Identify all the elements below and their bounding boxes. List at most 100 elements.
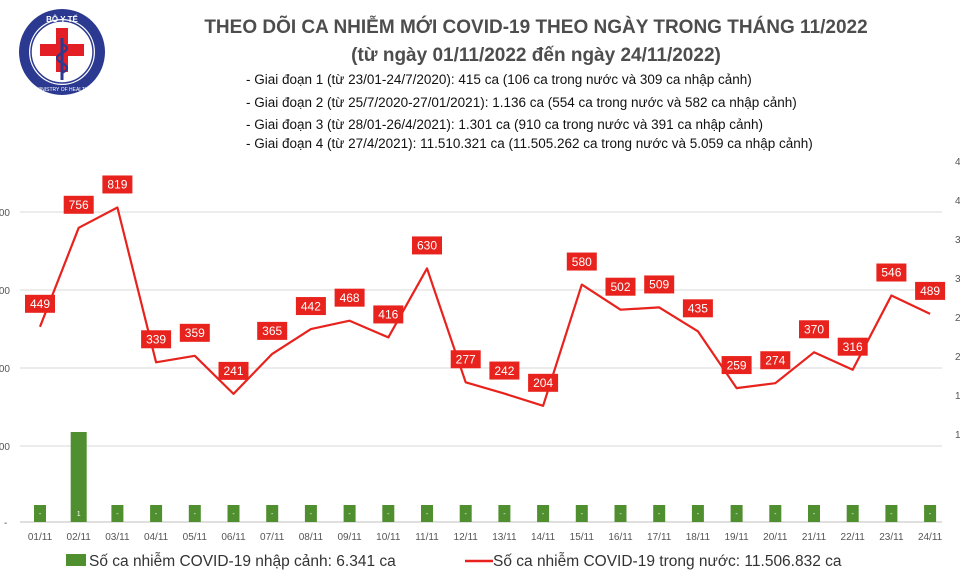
data-label-box <box>837 337 868 356</box>
data-label: 442 <box>301 299 321 313</box>
bar-20/11 <box>769 505 782 522</box>
x-tick-label: 08/11 <box>299 532 324 543</box>
data-label: 502 <box>610 280 630 294</box>
x-tick-label: 13/11 <box>492 532 517 543</box>
bar-value-label: - <box>697 511 700 518</box>
bar-value-label: - <box>774 511 777 518</box>
x-tick-label: 21/11 <box>802 532 827 543</box>
data-label-box <box>295 297 326 316</box>
data-label-box <box>102 175 133 194</box>
bar-value-label: - <box>542 511 545 518</box>
data-label-box <box>489 361 520 380</box>
data-label-box <box>644 275 675 294</box>
bar-value-label: - <box>155 511 158 518</box>
bar-23/11 <box>885 505 898 522</box>
x-tick-label: 10/11 <box>376 532 401 543</box>
data-label-box <box>915 281 946 300</box>
bar-14/11 <box>537 505 550 522</box>
right-tick-label: 1 <box>955 430 960 441</box>
right-tick-label: 3 <box>955 274 960 285</box>
data-label-box <box>566 252 597 271</box>
bar-value-label: - <box>581 511 584 518</box>
bar-value-label: - <box>735 511 738 518</box>
data-label-box <box>373 305 404 324</box>
x-tick-label: 19/11 <box>724 532 749 543</box>
bar-03/11 <box>111 505 124 522</box>
bar-value-label: - <box>194 511 197 518</box>
data-label: 204 <box>533 376 553 390</box>
data-label: 316 <box>843 340 863 354</box>
bar-value-label: - <box>232 511 235 518</box>
right-tick-label: 1 <box>955 391 960 402</box>
bar-value-label: - <box>890 511 893 518</box>
data-label-box <box>760 351 791 370</box>
data-label-box <box>63 195 94 214</box>
left-tick-label: 00 <box>0 364 10 375</box>
data-label-box <box>141 330 172 349</box>
bar-09/11 <box>343 505 356 522</box>
x-tick-label: 18/11 <box>686 532 711 543</box>
right-tick-label: 4 <box>955 157 960 168</box>
left-tick-label: 00 <box>0 442 10 453</box>
bar-10/11 <box>382 505 395 522</box>
phase-4-note: - Giai đoạn 4 (từ 27/4/2021): 11.510.321… <box>246 136 813 151</box>
data-label-box <box>334 288 365 307</box>
bar-22/11 <box>846 505 859 522</box>
data-label: 449 <box>30 297 50 311</box>
legend-line-label: Số ca nhiễm COVID-19 trong nước: 11.506.… <box>493 553 842 570</box>
bar-value-label: - <box>465 511 468 518</box>
data-label-box <box>605 277 636 296</box>
logo-bottom-text: MINISTRY OF HEALTH <box>36 87 89 93</box>
x-tick-label: 24/11 <box>918 532 943 543</box>
bar-value-label: - <box>852 511 855 518</box>
legend-bar-label: Số ca nhiễm COVID-19 nhập cảnh: 6.341 ca <box>89 553 396 570</box>
bar-19/11 <box>730 505 743 522</box>
bar-value-label: - <box>271 511 274 518</box>
data-label-box <box>25 294 55 313</box>
data-label: 468 <box>340 291 360 305</box>
x-tick-label: 09/11 <box>337 532 362 543</box>
line-layer <box>38 206 931 407</box>
bar-04/11 <box>150 505 163 522</box>
data-label-box <box>218 361 249 380</box>
x-tick-label: 07/11 <box>260 532 285 543</box>
x-tick-label: 15/11 <box>570 532 595 543</box>
x-tick-label: 16/11 <box>608 532 633 543</box>
data-label: 259 <box>727 358 747 372</box>
data-label: 630 <box>417 239 437 253</box>
data-label-box <box>179 323 210 342</box>
data-label: 370 <box>804 322 824 336</box>
data-label: 359 <box>185 326 205 340</box>
data-label: 489 <box>920 284 940 298</box>
left-tick-label: - <box>4 518 7 529</box>
logo-top-text: BỘ Y TẾ <box>46 14 78 24</box>
x-tick-label: 05/11 <box>183 532 208 543</box>
bar-value-label: 1 <box>77 511 81 518</box>
bar-value-label: - <box>658 511 661 518</box>
bar-07/11 <box>266 505 279 522</box>
bar-06/11 <box>227 505 240 522</box>
data-label: 546 <box>881 266 901 280</box>
right-tick-label: 2 <box>955 352 960 363</box>
bar-value-label: - <box>39 511 42 518</box>
x-tick-label: 11/11 <box>415 532 439 543</box>
bar-16/11 <box>614 505 627 522</box>
data-label-box <box>528 373 559 392</box>
ministry-of-health-logo: BỘ Y TẾ MINISTRY OF HEALTH <box>19 9 105 95</box>
bar-value-label: - <box>387 511 390 518</box>
data-label: 819 <box>107 178 127 192</box>
phase-1-note: - Giai đoạn 1 (từ 23/01-24/7/2020): 415 … <box>246 72 752 87</box>
legend: Số ca nhiễm COVID-19 nhập cảnh: 6.341 ca… <box>66 553 842 570</box>
data-label: 416 <box>378 308 398 322</box>
bar-value-label: - <box>116 511 119 518</box>
bar-value-label: - <box>348 511 351 518</box>
bar-value-label: - <box>503 511 506 518</box>
bar-01/11 <box>34 505 46 522</box>
right-axis: 4 4 3 3 2 2 1 1 <box>955 157 960 441</box>
bar-21/11 <box>808 505 820 522</box>
x-tick-label: 03/11 <box>105 532 130 543</box>
chart-subtitle: (từ ngày 01/11/2022 đến ngày 24/11/2022) <box>351 45 721 66</box>
right-tick-label: 4 <box>955 196 960 207</box>
data-label: 580 <box>572 255 592 269</box>
bar-value-label: - <box>426 511 429 518</box>
